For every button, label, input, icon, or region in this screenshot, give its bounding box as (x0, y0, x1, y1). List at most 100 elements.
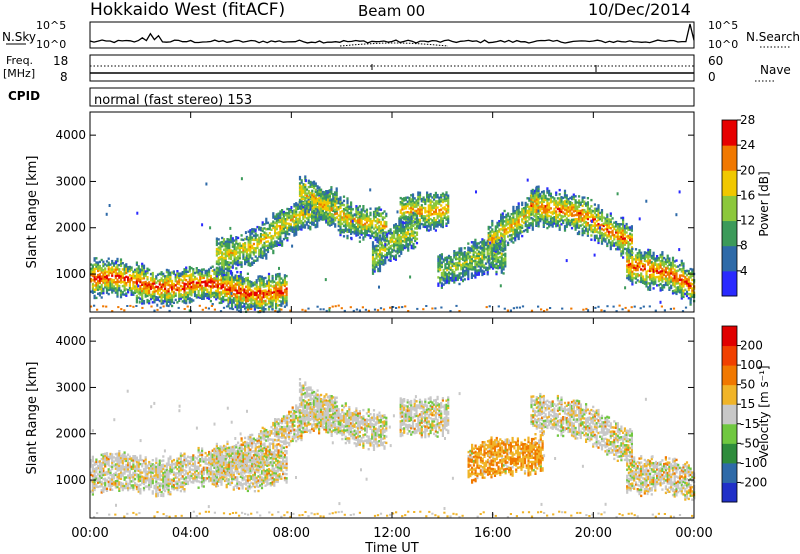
echo-cell (94, 291, 96, 293)
echo-cell (237, 237, 239, 239)
echo-cell (383, 210, 385, 212)
noise-left-tick-bottom: 10^0 (36, 38, 66, 51)
echo-cell (491, 224, 493, 226)
echo-cell (385, 213, 387, 215)
echo-cell (95, 297, 97, 299)
echo-cell (587, 203, 589, 205)
echo-cell (153, 293, 155, 295)
echo-cell (315, 216, 317, 218)
echo-cell (543, 192, 545, 194)
echo-cell (437, 206, 439, 208)
echo-cell (376, 235, 378, 237)
echo-cell (414, 197, 416, 199)
echo-cell (626, 223, 628, 225)
echo-cell (122, 262, 124, 264)
echo-cell (241, 234, 243, 236)
echo-cell (384, 262, 386, 264)
echo-cell (346, 199, 348, 201)
echo-cell (610, 248, 612, 250)
echo-cell (366, 211, 368, 213)
echo-cell (223, 238, 225, 240)
echo-cell (267, 234, 269, 236)
echo-cell (99, 265, 101, 267)
echo-cell (244, 246, 246, 248)
echo-cell (192, 281, 194, 283)
echo-cell (566, 226, 568, 228)
echo-cell (417, 204, 419, 206)
echo-cell (308, 180, 310, 182)
echo-cell (414, 213, 416, 215)
echo-cell (538, 186, 540, 188)
echo-cell (447, 199, 449, 201)
echo-cell (255, 249, 257, 251)
echo-cell (460, 247, 462, 249)
echo-cell (171, 280, 173, 282)
echo-cell (504, 255, 506, 257)
echo-cell (308, 211, 310, 213)
echo-cell (504, 243, 506, 245)
echo-cell (590, 205, 592, 207)
echo-cell (503, 268, 505, 270)
echo-cell (379, 270, 381, 272)
echo-cell (336, 212, 338, 214)
echo-cell (601, 211, 603, 213)
echo-cell (622, 219, 624, 221)
echo-cell (230, 270, 232, 272)
echo-cell (366, 209, 368, 211)
echo-cell (612, 217, 614, 219)
echo-cell (295, 231, 297, 233)
echo-cell (447, 220, 449, 222)
echo-cell (101, 284, 103, 286)
echo-cell (235, 267, 237, 269)
echo-cell (552, 225, 554, 227)
echo-cell (264, 300, 266, 302)
echo-cell (318, 186, 320, 188)
echo-cell (385, 221, 387, 223)
echo-cell (545, 195, 547, 197)
echo-cell (327, 190, 329, 192)
echo-cell (153, 301, 155, 303)
echo-cell (281, 244, 283, 246)
echo-cell (143, 265, 145, 267)
echo-cell (231, 305, 233, 307)
echo-cell (518, 236, 520, 238)
echo-cell (458, 283, 460, 285)
echo-cell (615, 221, 617, 223)
nave-tick-0: 0 (708, 70, 716, 84)
echo-cell (272, 237, 274, 239)
echo-cell (622, 256, 624, 258)
echo-cell (203, 277, 205, 279)
echo-cell (416, 217, 418, 219)
echo-cell (447, 205, 449, 207)
echo-cell (173, 302, 175, 304)
echo-cell (631, 281, 633, 283)
echo-cell (491, 220, 493, 222)
echo-cell (538, 223, 540, 225)
echo-cell (447, 207, 449, 209)
echo-cell (131, 269, 133, 271)
echo-cell (379, 268, 381, 270)
echo-cell (491, 228, 493, 230)
echo-cell (601, 242, 603, 244)
echo-cell (416, 227, 418, 229)
echo-cell (566, 194, 568, 196)
echo-cell (230, 272, 232, 274)
echo-cell (578, 227, 580, 229)
freq-unit-label: [MHz] (3, 67, 35, 80)
echo-cell (334, 209, 336, 211)
echo-cell (398, 255, 400, 257)
echo-cell (210, 300, 212, 302)
echo-cell (631, 229, 633, 231)
echo-cell (622, 217, 624, 219)
echo-cell (148, 281, 150, 283)
echo-cell (127, 291, 129, 293)
freq-label: Freq. (6, 54, 33, 67)
echo-cell (395, 257, 397, 259)
echo-cell (125, 295, 127, 297)
echo-cell (223, 274, 225, 276)
echo-cell (143, 277, 145, 279)
cpid-text: normal (fast stereo) 153 (94, 93, 252, 108)
echo-cell (521, 202, 523, 204)
echo-cell (230, 258, 232, 260)
echo-cell (474, 276, 476, 278)
